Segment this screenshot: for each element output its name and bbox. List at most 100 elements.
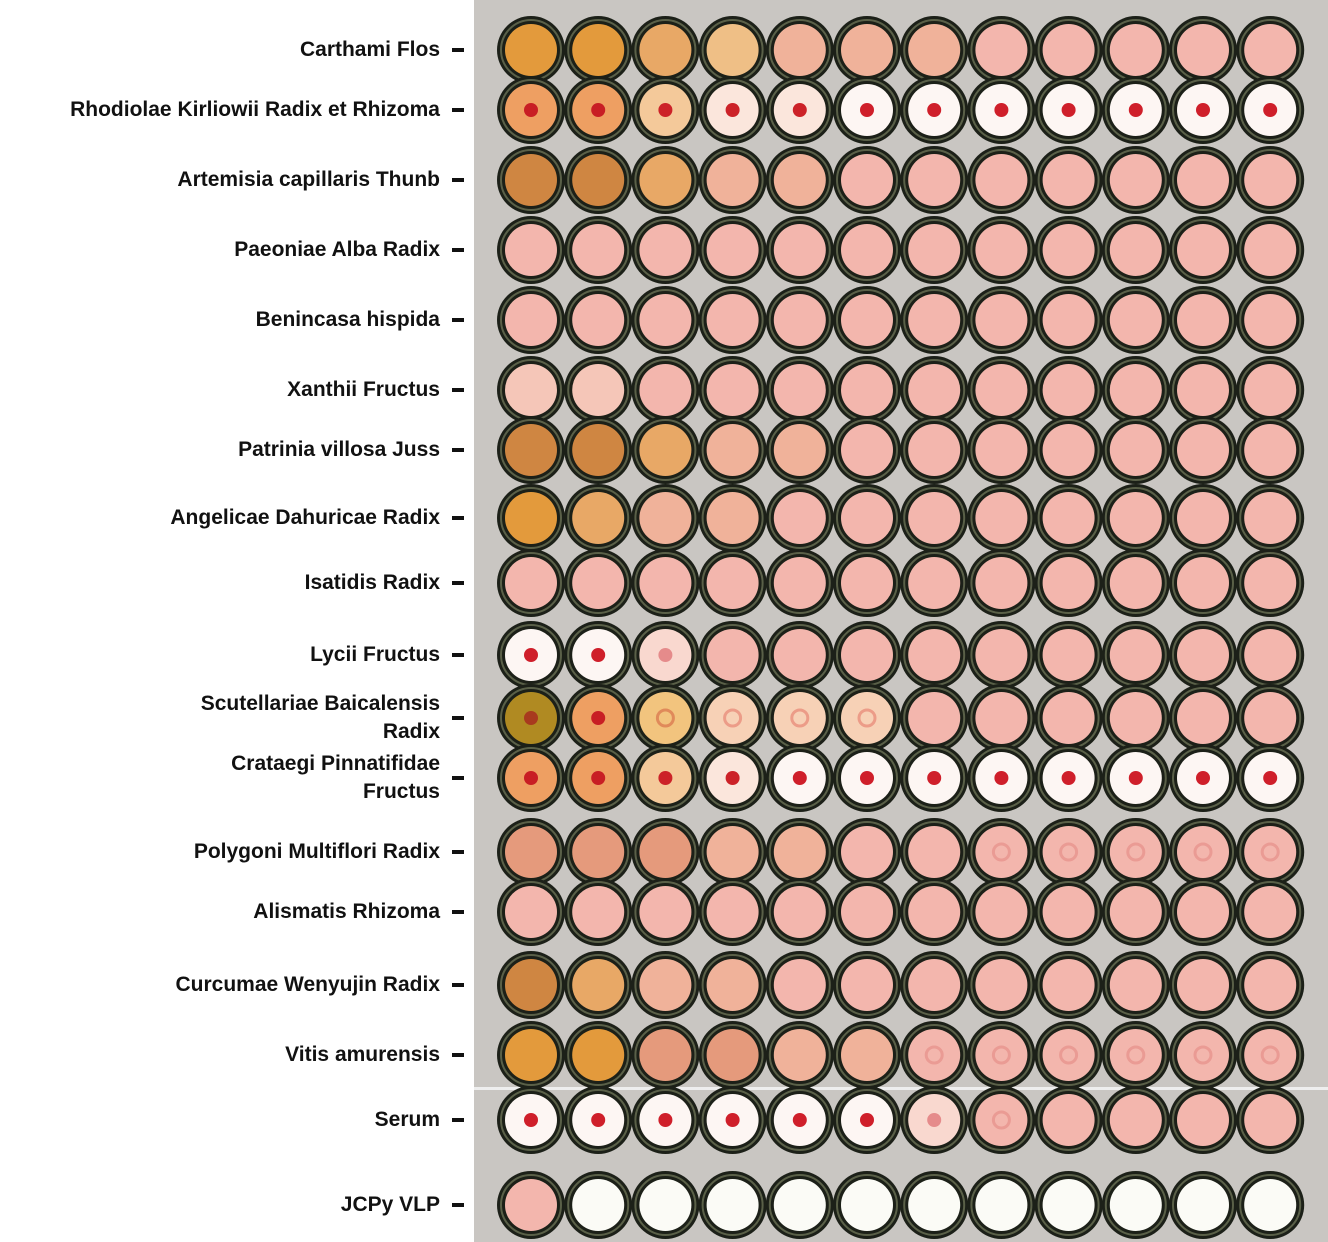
well-content	[1043, 886, 1095, 938]
well	[699, 818, 767, 886]
well-content	[572, 959, 624, 1011]
well-content	[774, 692, 826, 744]
well-content	[707, 557, 759, 609]
well	[1169, 484, 1237, 552]
well	[1169, 146, 1237, 214]
well	[833, 484, 901, 552]
row-label: Xanthii Fructus	[0, 376, 440, 404]
well-content	[1177, 424, 1229, 476]
row-dash	[452, 716, 464, 720]
well	[967, 356, 1035, 424]
well-content	[975, 1179, 1027, 1231]
well-content	[639, 364, 691, 416]
well	[497, 484, 565, 552]
well	[900, 878, 968, 946]
well	[699, 1171, 767, 1239]
well-content	[774, 886, 826, 938]
well-content	[1244, 692, 1296, 744]
well-content	[841, 424, 893, 476]
well	[631, 549, 699, 617]
well	[1102, 818, 1170, 886]
well	[699, 416, 767, 484]
well-content	[774, 1179, 826, 1231]
well	[1035, 878, 1103, 946]
well	[1035, 76, 1103, 144]
well-content	[1110, 154, 1162, 206]
well	[497, 1086, 565, 1154]
well-content	[975, 424, 1027, 476]
well	[1236, 621, 1304, 689]
well	[631, 818, 699, 886]
rbc-button	[860, 771, 874, 785]
well-content	[1244, 424, 1296, 476]
well-content	[908, 424, 960, 476]
well	[766, 16, 834, 84]
rbc-button	[591, 1113, 605, 1127]
well-content	[1244, 492, 1296, 544]
well-content	[707, 24, 759, 76]
well-content	[1110, 424, 1162, 476]
well-content	[505, 492, 557, 544]
well	[1035, 1021, 1103, 1089]
well-content	[572, 492, 624, 544]
well	[699, 16, 767, 84]
well	[900, 286, 968, 354]
well	[1035, 1171, 1103, 1239]
well	[1102, 416, 1170, 484]
well-content	[841, 629, 893, 681]
well-content	[975, 364, 1027, 416]
rbc-button	[524, 1113, 538, 1127]
well-content	[908, 224, 960, 276]
well	[497, 416, 565, 484]
row-dash	[452, 516, 464, 520]
well	[564, 286, 632, 354]
well	[1102, 484, 1170, 552]
well	[766, 818, 834, 886]
well-content	[1110, 24, 1162, 76]
well	[1169, 951, 1237, 1019]
well	[699, 356, 767, 424]
well	[1035, 621, 1103, 689]
row-dash	[452, 581, 464, 585]
well	[833, 744, 901, 812]
well-content	[1177, 826, 1229, 878]
well-content	[572, 154, 624, 206]
well-content	[505, 959, 557, 1011]
row-dash	[452, 178, 464, 182]
well-content	[908, 629, 960, 681]
well-content	[505, 364, 557, 416]
well-content	[841, 24, 893, 76]
well-content	[639, 24, 691, 76]
well-content	[707, 224, 759, 276]
well	[1102, 16, 1170, 84]
well	[631, 1171, 699, 1239]
well	[967, 1171, 1035, 1239]
well	[900, 1021, 968, 1089]
well	[900, 16, 968, 84]
well	[1236, 549, 1304, 617]
well	[1102, 1171, 1170, 1239]
rbc-button	[591, 648, 605, 662]
well	[967, 951, 1035, 1019]
well	[766, 1021, 834, 1089]
well	[967, 286, 1035, 354]
well	[900, 549, 968, 617]
well	[900, 1086, 968, 1154]
well	[1102, 76, 1170, 144]
well-content	[908, 154, 960, 206]
well	[497, 76, 565, 144]
well-content	[774, 154, 826, 206]
well-content	[774, 224, 826, 276]
well	[1169, 216, 1237, 284]
well-content	[975, 24, 1027, 76]
well	[699, 621, 767, 689]
well	[766, 356, 834, 424]
well	[900, 146, 968, 214]
well	[699, 951, 767, 1019]
well-content	[1043, 826, 1095, 878]
well	[833, 1021, 901, 1089]
well-content	[1110, 886, 1162, 938]
well-content	[1177, 959, 1229, 1011]
well	[564, 951, 632, 1019]
well-content	[505, 154, 557, 206]
